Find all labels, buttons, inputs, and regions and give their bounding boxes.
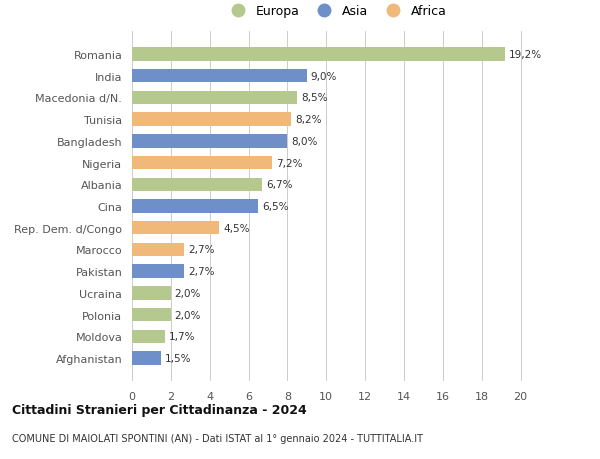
Bar [132,308,171,322]
Text: 2,7%: 2,7% [188,267,215,277]
Text: 2,0%: 2,0% [175,288,201,298]
Text: COMUNE DI MAIOLATI SPONTINI (AN) - Dati ISTAT al 1° gennaio 2024 - TUTTITALIA.IT: COMUNE DI MAIOLATI SPONTINI (AN) - Dati … [12,433,423,442]
Text: 8,2%: 8,2% [295,115,322,125]
Text: 1,5%: 1,5% [165,353,191,364]
Bar [132,48,505,62]
Bar [132,352,161,365]
Bar [132,178,262,191]
Bar [132,135,287,148]
Bar [132,265,184,278]
Bar [132,330,165,343]
Text: 6,5%: 6,5% [262,202,289,212]
Text: 9,0%: 9,0% [311,72,337,81]
Text: 6,7%: 6,7% [266,180,293,190]
Text: 2,7%: 2,7% [188,245,215,255]
Text: 7,2%: 7,2% [276,158,302,168]
Bar [132,243,184,257]
Bar [132,157,272,170]
Text: Cittadini Stranieri per Cittadinanza - 2024: Cittadini Stranieri per Cittadinanza - 2… [12,403,307,416]
Bar [132,113,292,127]
Text: 8,5%: 8,5% [301,93,328,103]
Text: 19,2%: 19,2% [509,50,542,60]
Text: 8,0%: 8,0% [292,136,317,146]
Bar [132,286,171,300]
Text: 1,7%: 1,7% [169,332,196,341]
Bar [132,222,220,235]
Text: 2,0%: 2,0% [175,310,201,320]
Text: 4,5%: 4,5% [223,223,250,233]
Bar [132,200,258,213]
Bar [132,91,297,105]
Bar [132,70,307,83]
Legend: Europa, Asia, Africa: Europa, Asia, Africa [221,0,452,23]
